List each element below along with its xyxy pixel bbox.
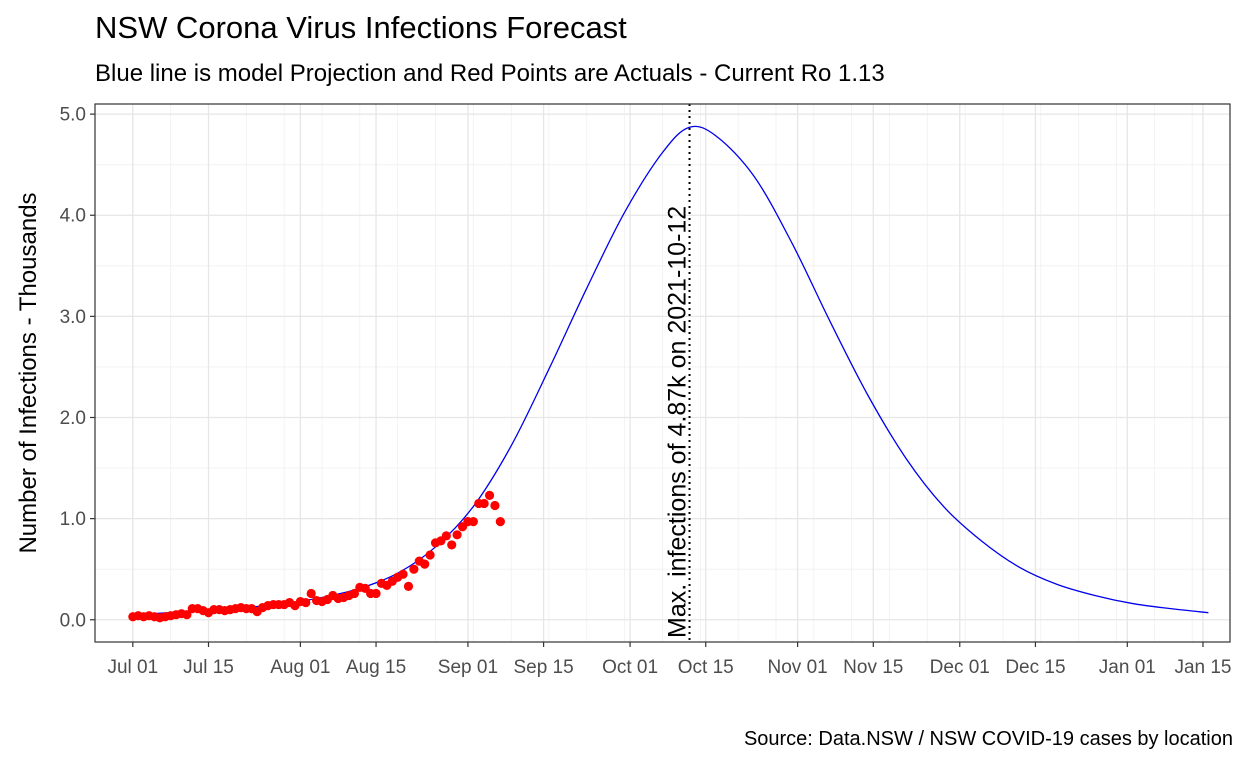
y-axis-label: Number of Infections - Thousands: [15, 192, 42, 553]
y-tick-label: 5.0: [60, 105, 86, 126]
actual-point: [425, 550, 435, 560]
actual-point: [490, 500, 500, 511]
actual-point: [349, 588, 360, 599]
y-tick-label: 3.0: [60, 307, 86, 328]
actual-point: [306, 588, 316, 599]
x-tick-label: Jul 01: [107, 657, 158, 678]
axes: 0.0 1.0 2.0 3.0 4.0 5.0 Jul 01 Jul 15 Aug 01 Aug …: [60, 105, 1232, 678]
actual-point: [479, 498, 489, 509]
actual-point: [182, 610, 192, 620]
x-tick-label: Dec 01: [930, 657, 990, 678]
x-tick-label: Nov 01: [768, 657, 828, 678]
x-tick-label: Jul 15: [183, 657, 234, 678]
x-tick-label: Nov 15: [843, 657, 903, 678]
chart-caption: Source: Data.NSW / NSW COVID-19 cases by…: [743, 728, 1233, 750]
gridlines: [94, 104, 1231, 642]
x-tick-label: Aug 15: [346, 657, 406, 678]
x-tick-label: Aug 01: [270, 657, 330, 678]
actual-point: [403, 581, 414, 591]
chart-subtitle: Blue line is model Projection and Red Po…: [95, 60, 885, 87]
plot-panel-border: [94, 103, 1231, 643]
y-tick-label: 1.0: [60, 509, 86, 530]
actual-point: [420, 559, 430, 569]
actual-point: [452, 530, 462, 540]
x-tick-label: Oct 01: [602, 657, 658, 678]
actual-point: [484, 490, 495, 500]
actual-point: [301, 597, 311, 608]
x-tick-label: Oct 15: [678, 657, 734, 678]
chart-series: [128, 125, 1209, 623]
x-tick-label: Dec 15: [1005, 657, 1065, 678]
actual-point: [409, 564, 419, 574]
x-tick-label: Jan 15: [1174, 657, 1231, 678]
actual-point: [495, 517, 505, 527]
actual-point: [371, 588, 381, 599]
y-tick-label: 0.0: [60, 610, 86, 631]
y-tick-label: 4.0: [60, 206, 86, 227]
x-tick-label: Sep 15: [513, 657, 573, 678]
actual-point: [441, 531, 451, 541]
x-tick-label: Jan 01: [1099, 657, 1156, 678]
actual-point: [468, 517, 478, 527]
peak-annotation: Max. infections of 4.87k on 2021-10-12: [664, 206, 692, 638]
annotations: Max. infections of 4.87k on 2021-10-12: [664, 104, 692, 642]
actual-point: [447, 540, 457, 550]
y-tick-label: 2.0: [60, 408, 86, 429]
actual-point: [398, 569, 408, 579]
chart-title: NSW Corona Virus Infections Forecast: [95, 10, 627, 45]
x-tick-label: Sep 01: [438, 657, 498, 678]
